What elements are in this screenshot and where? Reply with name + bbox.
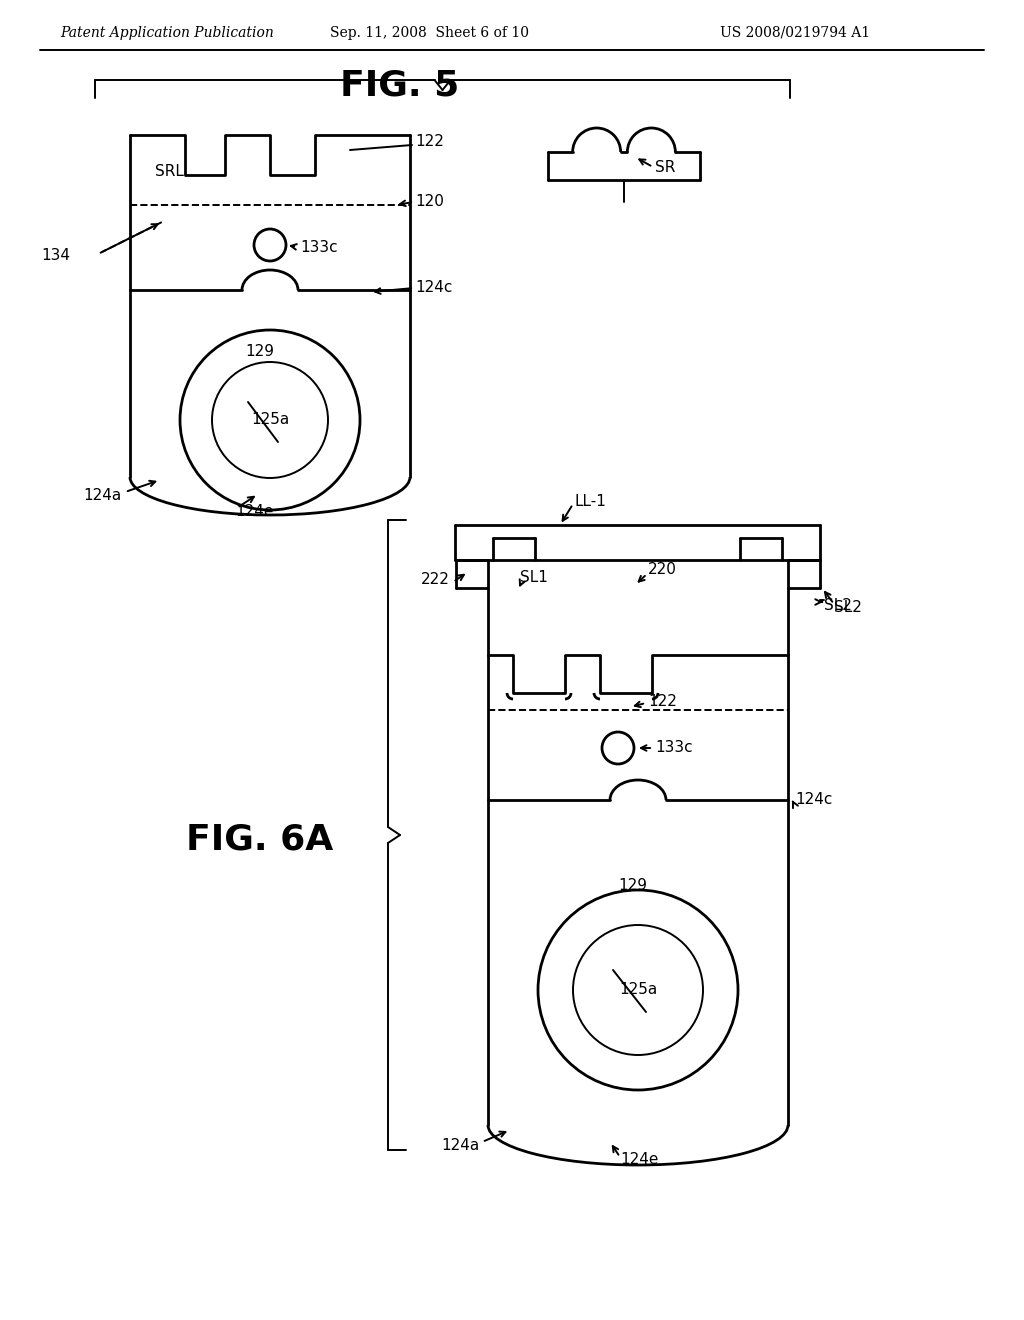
Circle shape <box>180 330 360 510</box>
Text: LL-1: LL-1 <box>575 495 607 510</box>
Text: 124c: 124c <box>795 792 833 808</box>
Text: 133c: 133c <box>655 741 692 755</box>
Text: SL2: SL2 <box>834 601 862 615</box>
Text: 122: 122 <box>648 694 677 710</box>
Text: Patent Application Publication: Patent Application Publication <box>60 26 273 40</box>
Circle shape <box>538 890 738 1090</box>
Text: 120: 120 <box>415 194 443 210</box>
Text: FIG. 6A: FIG. 6A <box>186 822 334 857</box>
Text: 122: 122 <box>415 135 443 149</box>
Text: 125a: 125a <box>251 412 289 428</box>
Text: 222: 222 <box>421 573 450 587</box>
Text: SL2: SL2 <box>824 598 852 612</box>
Text: Sep. 11, 2008  Sheet 6 of 10: Sep. 11, 2008 Sheet 6 of 10 <box>331 26 529 40</box>
Circle shape <box>573 925 703 1055</box>
Text: 124e: 124e <box>234 504 273 520</box>
Circle shape <box>254 228 286 261</box>
Text: 125a: 125a <box>618 982 657 998</box>
Text: SR: SR <box>655 161 676 176</box>
Circle shape <box>602 733 634 764</box>
Text: US 2008/0219794 A1: US 2008/0219794 A1 <box>720 26 870 40</box>
Circle shape <box>212 362 328 478</box>
Text: 124a: 124a <box>84 487 122 503</box>
Text: 220: 220 <box>648 562 677 578</box>
Text: 124c: 124c <box>415 281 453 296</box>
Text: 129: 129 <box>618 878 647 892</box>
Text: SL1: SL1 <box>520 570 548 586</box>
Text: 134: 134 <box>41 248 70 263</box>
Text: FIG. 5: FIG. 5 <box>340 69 460 102</box>
Text: 133c: 133c <box>300 239 338 255</box>
Text: 124e: 124e <box>620 1152 658 1167</box>
Text: SRL: SRL <box>155 165 184 180</box>
Text: 124a: 124a <box>441 1138 480 1152</box>
Text: 129: 129 <box>245 345 274 359</box>
